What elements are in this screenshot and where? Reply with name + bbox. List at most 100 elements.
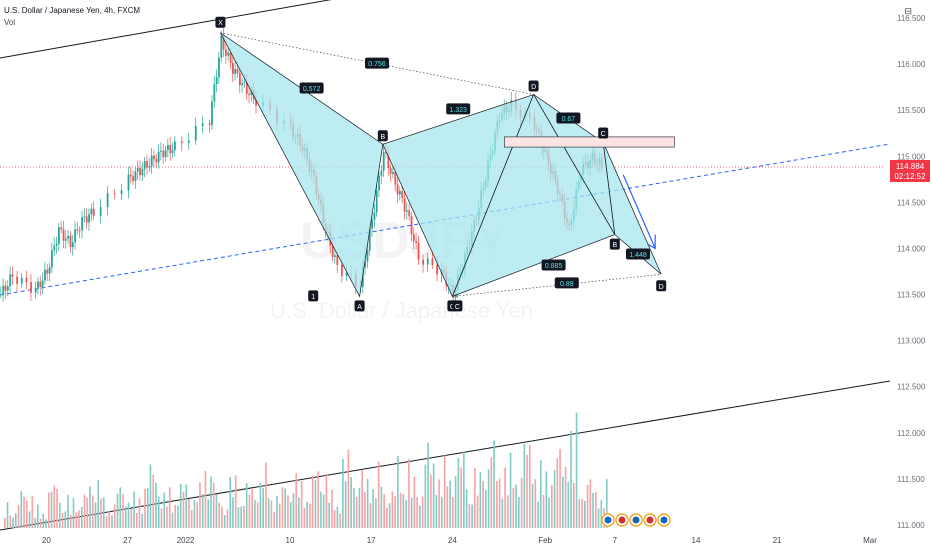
volume-bar [174,505,177,528]
ratio-label-box [541,259,566,271]
candle-body [399,191,401,195]
volume-bar [152,475,155,528]
volume-bar [265,462,267,528]
trendline-upper [0,0,332,59]
volume-bar [212,482,215,528]
volume-bar [80,506,83,528]
candle-body [232,62,234,74]
volume-bar [556,458,559,528]
volume-bar [130,508,133,528]
volume-bar [336,506,339,528]
volume-bar [421,496,424,528]
candle-body [171,150,174,153]
volume-bar [6,502,9,528]
ratio-label: 1.323 [446,103,471,115]
candle-body [169,144,172,153]
volume-bar [449,480,451,528]
volume-bar [372,489,374,528]
point-tag-box [452,300,463,312]
volume-bar [204,471,207,528]
time-axis-tick: Mar [863,536,877,545]
candle-body [53,245,56,251]
volume-bar [23,496,25,528]
volume-bar [201,494,204,528]
volume-bar [149,464,152,528]
volume-bar [325,473,328,528]
candle-body [85,216,88,223]
candle-body [157,151,160,163]
candle-body [69,235,72,248]
volume-bar [245,483,248,528]
candle-body [403,198,406,212]
candle-body [431,258,434,265]
candle-body [16,276,19,284]
volume-bar [86,497,89,528]
point-b2: B [609,238,620,250]
candle-body [364,261,367,267]
point-tag-box [528,80,539,92]
volume-bar [559,448,561,528]
volume-bar [452,496,454,528]
volume-bar [122,493,124,528]
volume-bar [89,486,91,528]
volume-bar [185,484,188,528]
volume-bar [606,479,608,528]
candle-body [401,191,404,199]
volume-bar [157,496,160,528]
volume-bar [20,491,23,528]
candle-body [389,167,392,174]
volume-bar [584,500,586,528]
chart-settings-icon[interactable]: ⊟ [904,6,912,16]
point-tag-label: B [612,242,617,249]
volume-bar [355,496,358,528]
current-price-countdown: 02:12:52 [894,172,926,181]
ratio-label: 0.572 [299,82,324,94]
volume-bar [298,497,300,528]
candle-body [55,243,58,246]
volume-bar [135,512,138,528]
volume-bar [69,514,72,528]
candle-body [34,288,37,293]
volume-bar [551,485,553,528]
volume-bar [570,430,572,528]
ratio-label-box [556,112,581,124]
volume-bar [320,491,322,528]
ratio-label-box [299,82,324,94]
volume-bar [28,511,31,528]
candle-body [180,141,183,144]
volume-bar [39,518,42,528]
volume-bar [339,513,341,528]
volume-bar [416,497,418,528]
candle-body [2,285,5,295]
volume-bar [243,506,245,528]
price-axis-tick: 112.000 [897,429,926,438]
time-axis-tick: 2022 [177,536,195,545]
candle-body [371,220,373,229]
volume-bar [270,500,273,528]
volume-bar [534,479,537,528]
volume-bar [397,455,399,528]
volume-bar [196,502,199,528]
volume-bar [482,480,484,528]
volume-bar [471,504,473,528]
volume-bar [111,515,113,528]
point-tag-label: C [455,304,460,311]
volume-bar [331,489,333,528]
current-price-value: 114.884 [896,162,925,171]
candle-body [62,229,65,241]
candle-body [106,193,109,208]
candle-body [83,216,86,218]
candle-body [415,240,418,243]
volume-bar [402,494,405,528]
candle-body [417,242,420,260]
volume-bar [9,515,12,528]
candle-body [4,285,7,291]
candle-body [99,207,102,216]
candle-body [11,274,14,277]
volume-bar [14,513,17,528]
volume-bar [562,476,564,528]
time-axis-tick: Feb [538,536,552,545]
volume-bar [262,488,264,528]
